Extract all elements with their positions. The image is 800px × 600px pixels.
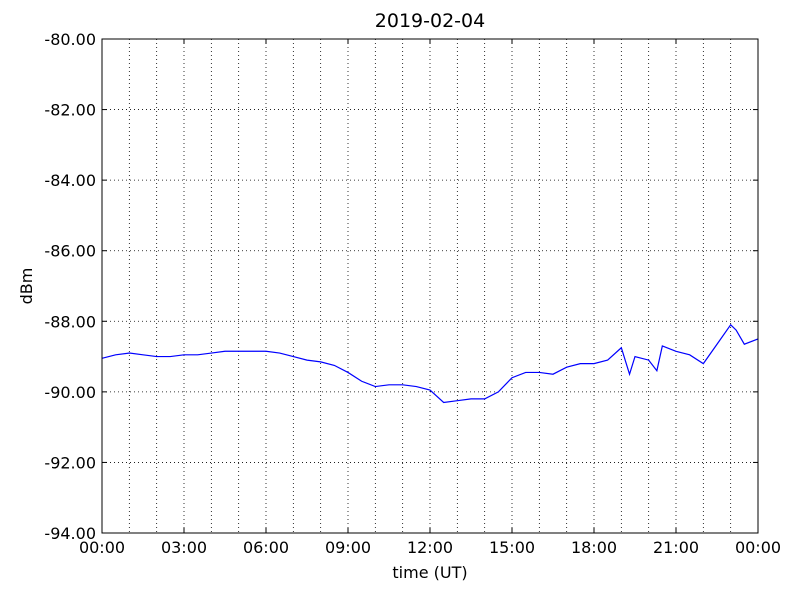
x-tick-label: 12:00 (407, 538, 453, 557)
x-tick-label: 06:00 (243, 538, 289, 557)
x-tick-label: 09:00 (325, 538, 371, 557)
x-tick-label: 00:00 (79, 538, 125, 557)
chart-title: 2019-02-04 (375, 10, 485, 32)
x-tick-label: 00:00 (735, 538, 781, 557)
plot-frame (101, 38, 759, 534)
y-axis-label: dBm (17, 268, 36, 305)
x-axis-label: time (UT) (392, 563, 467, 582)
x-tick-label: 03:00 (161, 538, 207, 557)
y-tick-label: -88.00 (44, 312, 96, 331)
y-tick-label: -90.00 (44, 383, 96, 402)
y-tick-label: -80.00 (44, 30, 96, 49)
y-tick-label: -92.00 (44, 453, 96, 472)
y-tick-label: -86.00 (44, 242, 96, 261)
y-tick-label: -84.00 (44, 171, 96, 190)
x-tick-label: 15:00 (489, 538, 535, 557)
y-tick-label: -82.00 (44, 101, 96, 120)
x-tick-label: 21:00 (653, 538, 699, 557)
x-tick-label: 18:00 (571, 538, 617, 557)
data-line (101, 323, 759, 404)
y-tick-label: -94.00 (44, 524, 96, 543)
